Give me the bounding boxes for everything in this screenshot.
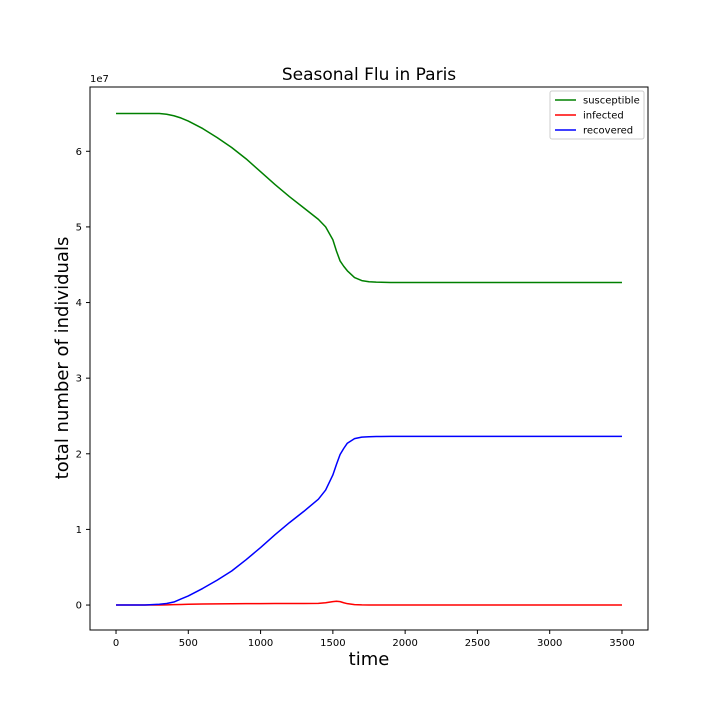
y-tick-label: 1 (76, 525, 82, 536)
y-tick-label: 0 (76, 601, 82, 612)
series-line-recovered (116, 435, 622, 606)
x-tick-label: 0 (113, 638, 119, 649)
x-tick-label: 500 (179, 638, 198, 649)
chart-title: Seasonal Flu in Paris (282, 65, 456, 85)
y-axis-label: total number of individuals (52, 237, 73, 480)
y-tick-label: 5 (76, 222, 82, 233)
legend-box (549, 90, 645, 140)
legend-label-infected: infected (583, 111, 624, 122)
plot-frame (89, 86, 649, 631)
x-tick-label: 3000 (537, 638, 562, 649)
y-tick-label: 4 (76, 298, 82, 309)
y-tick-label: 6 (76, 147, 82, 158)
y-tick-label: 2 (76, 449, 82, 460)
x-tick-label: 1000 (248, 638, 273, 649)
legend-label-susceptible: susceptible (583, 96, 640, 107)
series-line-infected (116, 600, 622, 606)
y-offset-label: 1e7 (90, 74, 109, 85)
x-tick-label: 2000 (392, 638, 417, 649)
legend-label-recovered: recovered (583, 126, 633, 137)
x-tick-label: 1500 (320, 638, 345, 649)
y-tick-label: 3 (76, 374, 82, 385)
series-layer (116, 112, 622, 606)
tick-layer: 0 500 1000 1500 2000 2500 3000 3500 0 1 2 3 4 5 6 (76, 147, 635, 649)
plot-area (90, 87, 648, 630)
x-axis-label: time (349, 649, 390, 670)
x-tick-label: 2500 (465, 638, 490, 649)
legend: susceptible infected recovered (549, 90, 645, 140)
series-line-susceptible (116, 112, 622, 284)
x-tick-label: 3500 (609, 638, 634, 649)
